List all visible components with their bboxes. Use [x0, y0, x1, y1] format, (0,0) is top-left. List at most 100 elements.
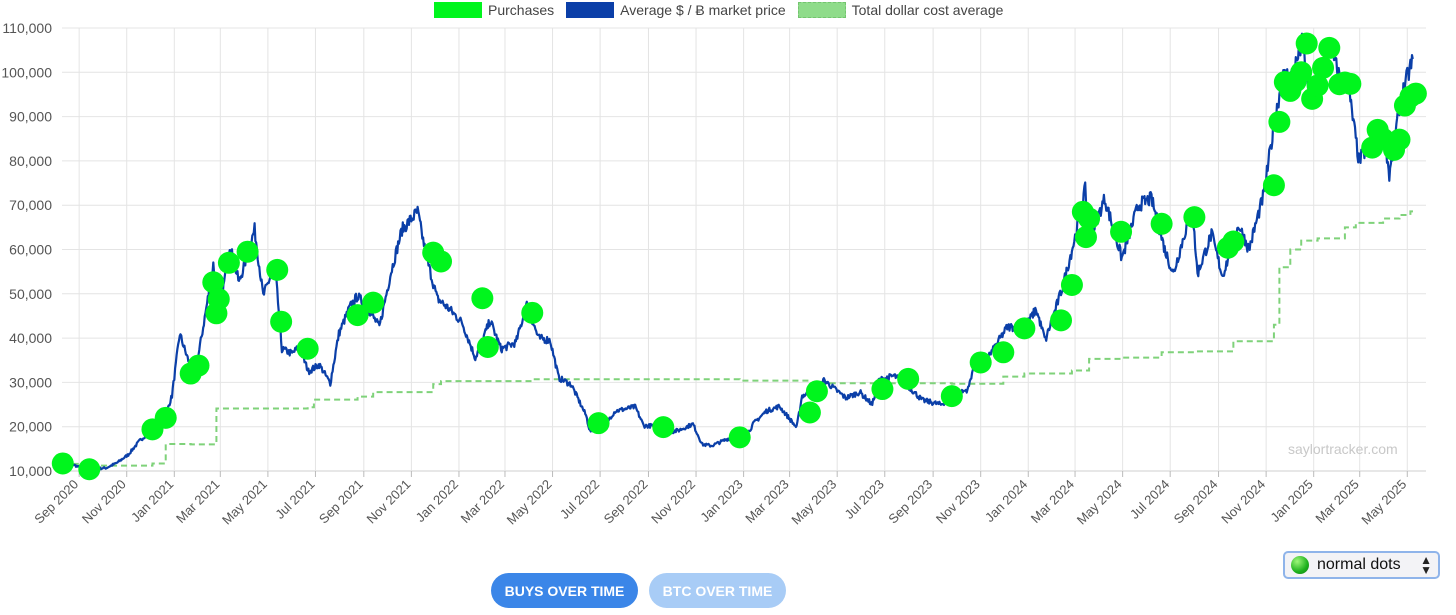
series-layer	[51, 32, 1427, 481]
purchase-dot[interactable]	[587, 412, 610, 435]
purchase-dot[interactable]	[270, 310, 293, 333]
x-tick-label: Sep 2020	[31, 477, 81, 527]
x-tick-label: Nov 2023	[933, 477, 983, 527]
y-tick-label: 110,000	[2, 20, 52, 36]
purchase-dot[interactable]	[430, 250, 453, 273]
legend-item-purchases[interactable]: Purchases	[434, 2, 554, 18]
purchase-dot[interactable]	[1268, 110, 1291, 133]
y-tick-label: 40,000	[9, 330, 52, 346]
x-tick-label: Sep 2023	[885, 477, 935, 527]
x-tick-label: Jul 2021	[272, 477, 317, 522]
purchase-dot[interactable]	[471, 287, 494, 310]
purchase-dot[interactable]	[1290, 61, 1313, 84]
purchase-dot[interactable]	[1306, 74, 1329, 97]
y-tick-label: 20,000	[9, 419, 52, 435]
purchase-dot[interactable]	[1262, 174, 1285, 197]
purchase-dot[interactable]	[202, 271, 225, 294]
x-tick-label: Jul 2024	[1127, 477, 1172, 522]
chart-area: 10,000 20,000 30,000 40,000 50,000 60,000 70,0…	[1, 2, 1427, 527]
y-tick-label: 30,000	[9, 374, 52, 390]
purchase-dot[interactable]	[1050, 309, 1073, 332]
dot-style-value: normal dots	[1317, 556, 1401, 573]
price-swatch-icon	[566, 2, 615, 18]
watermark: saylortracker.com	[1288, 441, 1398, 457]
purchase-dot[interactable]	[652, 416, 675, 439]
purchase-dot[interactable]	[728, 426, 751, 449]
x-tick-label: Nov 2024	[1218, 477, 1268, 527]
x-tick-label: Jan 2025	[1267, 477, 1315, 525]
x-tick-label: May 2025	[1358, 477, 1409, 528]
purchase-dot[interactable]	[521, 301, 544, 324]
x-tick-label: Nov 2022	[648, 477, 698, 527]
buys-over-time-button[interactable]: BUYS OVER TIME	[491, 573, 638, 608]
x-tick-label: Mar 2021	[173, 477, 222, 526]
y-tick-label: 80,000	[9, 153, 52, 169]
x-tick-label: May 2023	[788, 477, 839, 528]
purchase-dot[interactable]	[1222, 230, 1245, 253]
x-tick-label: Jul 2023	[842, 477, 887, 522]
y-tick-label: 70,000	[9, 197, 52, 213]
x-tick-label: Sep 2024	[1171, 477, 1221, 527]
y-tick-label: 100,000	[1, 64, 52, 80]
purchase-dot[interactable]	[871, 378, 894, 401]
purchase-dot[interactable]	[207, 288, 230, 311]
purchase-dot[interactable]	[969, 351, 992, 374]
purchase-dot[interactable]	[1404, 82, 1427, 105]
purchase-dot[interactable]	[1074, 226, 1097, 249]
x-tick-label: Mar 2022	[458, 477, 507, 526]
purchase-dot[interactable]	[798, 401, 821, 424]
purchase-dot[interactable]	[187, 354, 210, 377]
x-tick-label: Mar 2023	[742, 477, 791, 526]
purchase-dot[interactable]	[266, 258, 289, 281]
purchase-dot[interactable]	[1110, 220, 1133, 243]
purchase-dot[interactable]	[940, 385, 963, 408]
purchase-dot[interactable]	[1295, 32, 1318, 55]
legend-item-price[interactable]: Average $ / Ƀ market price	[566, 2, 786, 18]
purchase-dot[interactable]	[78, 458, 101, 481]
purchase-dot[interactable]	[154, 406, 177, 429]
x-tick-label: May 2024	[1074, 477, 1125, 528]
purchase-dot[interactable]	[992, 341, 1015, 364]
x-tick-label: Nov 2021	[364, 477, 414, 527]
purchase-dot[interactable]	[217, 251, 240, 274]
purchase-dot[interactable]	[346, 304, 369, 327]
x-tick-label: May 2022	[504, 477, 555, 528]
legend-item-dca[interactable]: Total dollar cost average	[797, 2, 1003, 18]
y-axis: 10,000 20,000 30,000 40,000 50,000 60,000 70,0…	[1, 20, 52, 479]
purchase-dot[interactable]	[805, 380, 828, 403]
purchase-dot[interactable]	[476, 335, 499, 358]
purchase-dot[interactable]	[236, 240, 259, 263]
purchase-dot[interactable]	[1150, 212, 1173, 235]
y-tick-label: 50,000	[9, 286, 52, 302]
btc-over-time-button[interactable]: BTC OVER TIME	[649, 573, 786, 608]
x-tick-label: Jan 2021	[128, 477, 176, 525]
purchase-dot[interactable]	[1318, 36, 1341, 59]
purchase-dot[interactable]	[1339, 72, 1362, 95]
x-tick-label: Jan 2023	[697, 477, 745, 525]
dot-style-select[interactable]: normal dots ▲ ▼	[1283, 551, 1440, 579]
x-tick-label: Jan 2024	[982, 477, 1030, 525]
y-tick-label: 10,000	[9, 463, 52, 479]
purchase-dot[interactable]	[1013, 317, 1036, 340]
price-series-line	[61, 32, 1414, 472]
purchase-dot[interactable]	[296, 337, 319, 360]
y-tick-label: 60,000	[9, 242, 52, 258]
y-tick-label: 90,000	[9, 109, 52, 125]
x-tick-label: Jul 2022	[557, 477, 602, 522]
purchase-dot[interactable]	[1060, 273, 1083, 296]
legend-label-purchases: Purchases	[488, 2, 555, 18]
purchase-dot[interactable]	[362, 291, 385, 314]
chart-grid	[62, 27, 1426, 472]
purchase-dot[interactable]	[1312, 56, 1335, 79]
purchase-dot[interactable]	[1078, 207, 1101, 230]
price-chart: 10,000 20,000 30,000 40,000 50,000 60,000 70,0…	[1, 20, 1427, 527]
purchase-dot[interactable]	[897, 367, 920, 390]
x-tick-label: Sep 2022	[601, 477, 651, 527]
dca-swatch-icon	[797, 2, 846, 18]
purchase-dot[interactable]	[51, 452, 74, 475]
x-tick-label: Mar 2025	[1312, 477, 1361, 526]
purchase-dot[interactable]	[1183, 206, 1206, 229]
purchase-dot[interactable]	[1388, 128, 1411, 151]
legend-label-price: Average $ / Ƀ market price	[620, 2, 786, 18]
